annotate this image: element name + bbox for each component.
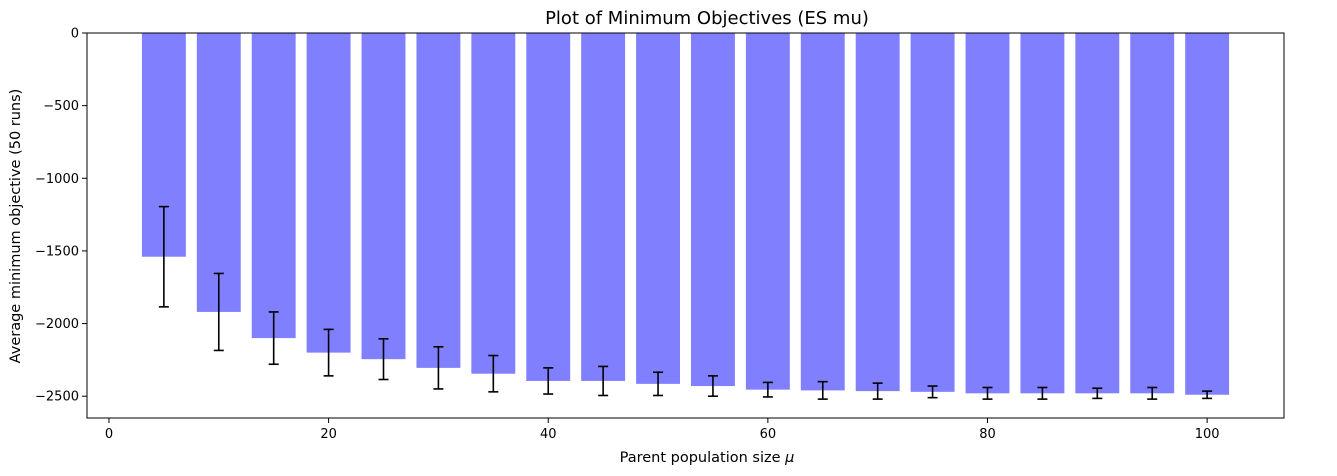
y-tick-label: −500 <box>43 99 79 114</box>
bar <box>196 33 241 312</box>
error-bar <box>653 371 664 397</box>
error-bar <box>817 380 828 400</box>
bar <box>416 33 461 368</box>
x-tick-label: 60 <box>760 427 777 442</box>
chart-title: Plot of Minimum Objectives (ES mu) <box>545 8 869 29</box>
bar <box>965 33 1010 394</box>
plot-area <box>141 33 1230 400</box>
x-tick-label: 100 <box>1195 427 1220 442</box>
x-tick-label: 40 <box>540 427 557 442</box>
x-axis-label-text: Parent population size <box>620 450 786 466</box>
x-tick-label: 20 <box>320 427 337 442</box>
bar <box>1130 33 1175 394</box>
error-bar <box>488 354 499 393</box>
error-bar <box>543 367 554 395</box>
x-axis-ticks: 0 20 40 60 80 100 <box>105 418 1220 442</box>
bar <box>306 33 351 353</box>
error-bar <box>872 382 883 400</box>
bar <box>471 33 516 374</box>
y-axis-label: Average minimum objective (50 runs) <box>8 89 24 364</box>
x-tick-label: 0 <box>105 427 113 442</box>
y-tick-label: −2000 <box>35 317 79 332</box>
bar <box>1075 33 1120 394</box>
error-bar <box>213 272 224 352</box>
bar <box>690 33 735 387</box>
error-bar <box>1037 386 1048 400</box>
error-bar <box>323 328 334 377</box>
bar <box>745 33 790 390</box>
bar <box>251 33 296 339</box>
error-bar <box>982 386 993 400</box>
bar <box>1185 33 1230 395</box>
y-tick-label: 0 <box>71 27 79 42</box>
error-bar <box>707 375 718 398</box>
y-tick-label: −2500 <box>35 390 79 405</box>
bar <box>636 33 681 384</box>
error-bar <box>927 385 938 399</box>
y-axis-ticks: 0 −500 −1000 −1500 −2000 −2500 <box>35 27 87 405</box>
y-tick-label: −1000 <box>35 172 79 187</box>
bar <box>855 33 900 392</box>
bar <box>910 33 955 392</box>
bar <box>361 33 406 360</box>
error-bar <box>378 338 389 381</box>
x-tick-label: 80 <box>979 427 996 442</box>
error-bar <box>762 381 773 398</box>
bar <box>581 33 626 381</box>
error-bar <box>268 311 279 366</box>
error-bar <box>1147 386 1158 400</box>
y-tick-label: −1500 <box>35 244 79 259</box>
x-axis-label-symbol: μ <box>784 450 794 466</box>
error-bar <box>1092 387 1103 400</box>
error-bar <box>433 346 444 390</box>
error-bar <box>1202 390 1213 400</box>
x-axis-label: Parent population size μ <box>620 450 795 466</box>
bar <box>526 33 571 381</box>
bar <box>1020 33 1065 394</box>
bar <box>800 33 845 391</box>
error-bar <box>598 365 609 397</box>
error-bar <box>158 205 169 308</box>
axes-frame <box>86 32 1285 419</box>
